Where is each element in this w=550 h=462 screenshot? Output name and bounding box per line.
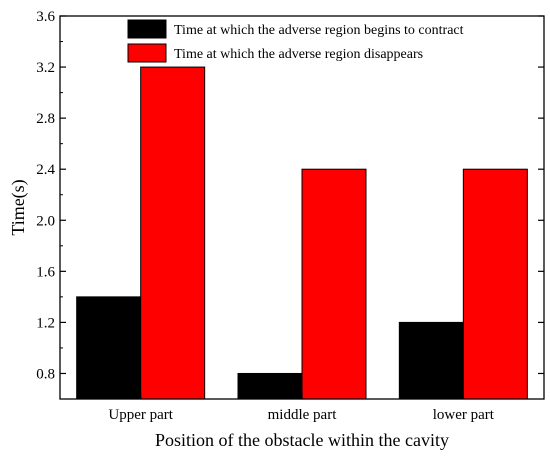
y-tick-label: 1.6 — [36, 264, 55, 280]
y-tick-label: 2.0 — [36, 213, 55, 229]
bar-contract-2 — [398, 321, 464, 400]
legend-label-0: Time at which the adverse region begins … — [174, 23, 464, 38]
bar-disappear-1 — [301, 168, 367, 400]
x-tick-label: middle part — [268, 407, 338, 423]
x-axis-title: Position of the obstacle within the cavi… — [155, 430, 449, 450]
bar-contract-1 — [237, 372, 303, 400]
bar-disappear-2 — [462, 168, 528, 400]
y-axis: 0.8 1.2 1.6 2.0 2.4 2.8 3.2 3.6 — [36, 9, 544, 382]
bar-disappear-0 — [140, 66, 206, 400]
bars-layer — [76, 66, 528, 400]
legend-swatch-0 — [127, 19, 167, 39]
x-axis: Upper part middle part lower part — [108, 393, 495, 423]
legend: Time at which the adverse region begins … — [127, 19, 464, 63]
x-tick-label: Upper part — [108, 407, 173, 423]
x-tick-label: lower part — [433, 407, 495, 423]
y-tick-label: 3.6 — [36, 9, 55, 25]
bar-contract-0 — [76, 296, 142, 400]
legend-label-1: Time at which the adverse region disappe… — [174, 47, 423, 62]
y-tick-label: 1.2 — [36, 315, 55, 331]
y-tick-label: 2.4 — [36, 162, 55, 178]
y-tick-label: 3.2 — [36, 60, 55, 76]
y-axis-title: Time(s) — [8, 179, 29, 235]
y-tick-label: 2.8 — [36, 111, 55, 127]
legend-swatch-1 — [127, 43, 167, 63]
y-tick-label: 0.8 — [36, 366, 55, 382]
